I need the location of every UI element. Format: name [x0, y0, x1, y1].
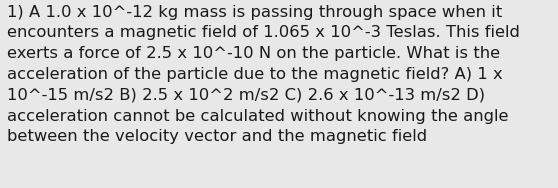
Text: 1) A 1.0 x 10^-12 kg mass is passing through space when it
encounters a magnetic: 1) A 1.0 x 10^-12 kg mass is passing thr…	[7, 5, 519, 144]
